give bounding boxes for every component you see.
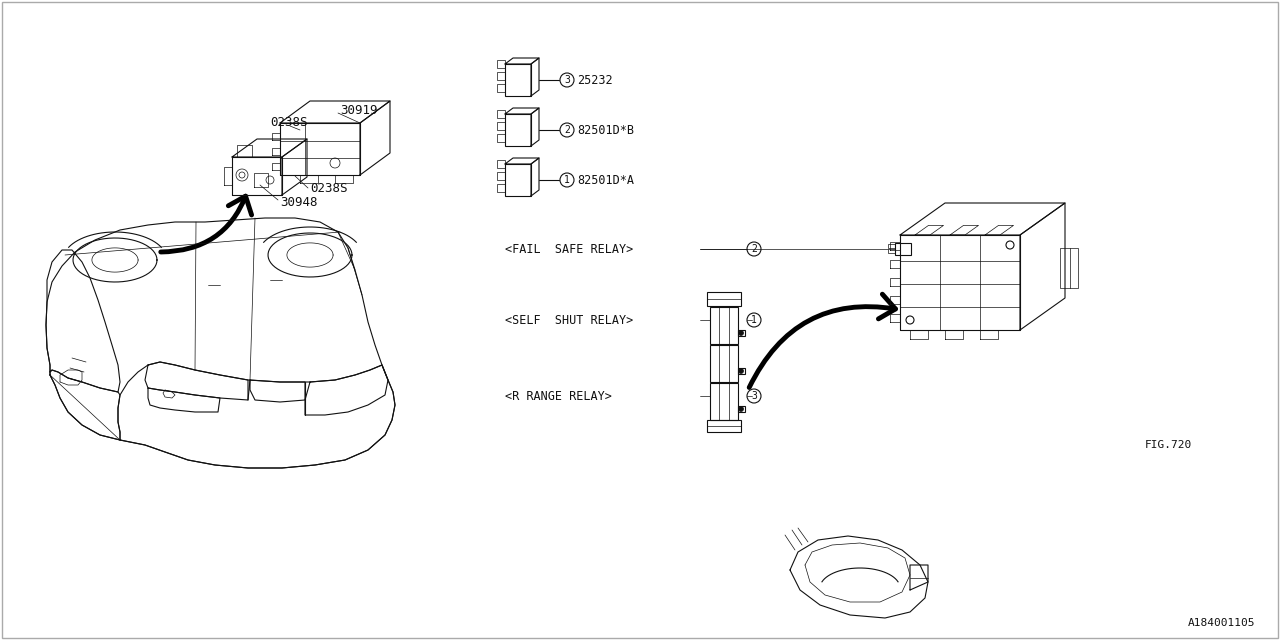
Bar bbox=[895, 243, 911, 255]
Circle shape bbox=[748, 389, 762, 403]
Bar bbox=[497, 72, 506, 80]
Bar bbox=[497, 134, 506, 142]
Bar bbox=[888, 249, 895, 253]
Bar bbox=[710, 383, 739, 420]
Circle shape bbox=[739, 330, 744, 335]
Bar bbox=[888, 244, 895, 248]
Text: 25232: 25232 bbox=[577, 74, 613, 86]
Circle shape bbox=[561, 73, 573, 87]
Text: 2: 2 bbox=[564, 125, 570, 135]
Text: <SELF  SHUT RELAY>: <SELF SHUT RELAY> bbox=[506, 314, 634, 326]
Text: 3: 3 bbox=[751, 391, 756, 401]
Bar bbox=[497, 160, 506, 168]
Bar bbox=[506, 64, 531, 96]
Text: 30919: 30919 bbox=[340, 104, 378, 116]
Bar bbox=[506, 114, 531, 146]
Text: 2: 2 bbox=[751, 244, 756, 254]
Bar bbox=[707, 420, 741, 432]
Bar bbox=[739, 406, 745, 412]
Text: 1: 1 bbox=[564, 175, 570, 185]
Bar bbox=[739, 330, 745, 336]
Circle shape bbox=[561, 173, 573, 187]
Text: <FAIL  SAFE RELAY>: <FAIL SAFE RELAY> bbox=[506, 243, 634, 255]
Bar bbox=[497, 60, 506, 68]
Text: 1: 1 bbox=[751, 315, 756, 325]
Text: 0238S: 0238S bbox=[310, 182, 347, 195]
Circle shape bbox=[561, 123, 573, 137]
Bar bbox=[707, 292, 741, 306]
Text: FIG.720: FIG.720 bbox=[1146, 440, 1192, 450]
Circle shape bbox=[739, 406, 744, 412]
FancyArrowPatch shape bbox=[161, 196, 252, 252]
Bar bbox=[1060, 248, 1078, 288]
Bar bbox=[497, 172, 506, 180]
Text: 82501D*B: 82501D*B bbox=[577, 124, 634, 136]
Bar bbox=[506, 164, 531, 196]
Bar bbox=[497, 122, 506, 130]
Bar bbox=[497, 110, 506, 118]
Text: 0238S: 0238S bbox=[270, 115, 307, 129]
Text: 82501D*A: 82501D*A bbox=[577, 173, 634, 186]
Circle shape bbox=[748, 313, 762, 327]
Text: A184001105: A184001105 bbox=[1188, 618, 1254, 628]
Circle shape bbox=[748, 242, 762, 256]
FancyArrowPatch shape bbox=[749, 294, 896, 387]
Bar bbox=[710, 345, 739, 382]
Text: <R RANGE RELAY>: <R RANGE RELAY> bbox=[506, 390, 612, 403]
Text: 3: 3 bbox=[564, 75, 570, 85]
Bar bbox=[497, 84, 506, 92]
Circle shape bbox=[739, 369, 744, 374]
Bar bbox=[739, 368, 745, 374]
Bar bbox=[710, 307, 739, 344]
Bar bbox=[497, 184, 506, 192]
Text: 30948: 30948 bbox=[280, 195, 317, 209]
